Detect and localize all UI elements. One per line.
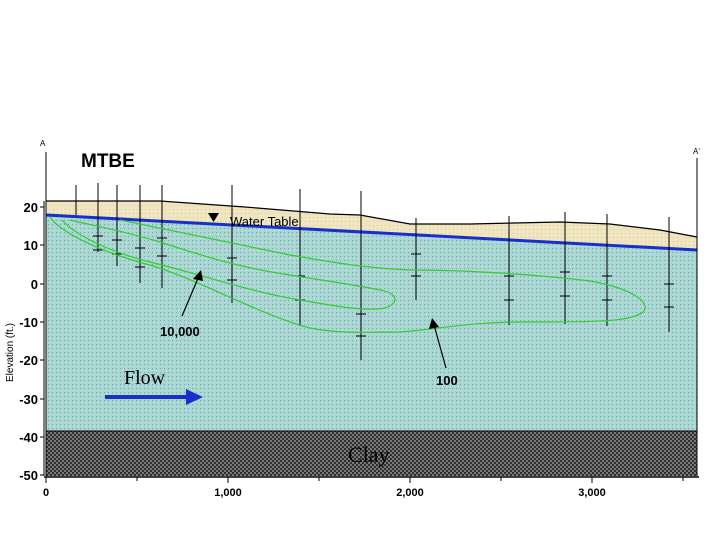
aquifer-zone [46, 215, 697, 431]
contour-100 [49, 216, 646, 333]
y-tick-label: -20 [19, 353, 38, 368]
contour-label-10000-leader [181, 275, 200, 317]
x-tick-label: 1,000 [214, 487, 242, 499]
y-tick-label: -10 [19, 315, 38, 330]
x-tick-label: 0 [43, 487, 49, 499]
section-end-label: A' [693, 147, 700, 156]
y-tick-labels: 20 10 0 -10 -20 -30 -40 -50 [19, 200, 38, 483]
section-start-label: A [40, 139, 46, 148]
ground-surface-line [46, 200, 698, 238]
y-tick-label: 10 [24, 238, 38, 253]
y-tick-label: 0 [31, 277, 38, 292]
leader-arrowhead [429, 318, 439, 329]
water-table-label: Water Table [230, 214, 299, 229]
y-axis-ticks [40, 206, 44, 476]
leader-arrowhead [193, 270, 203, 281]
x-tick-label: 2,000 [396, 487, 424, 499]
y-tick-label: -50 [19, 468, 38, 483]
contour-10000 [61, 219, 396, 310]
clay-layer [46, 431, 697, 476]
x-tick-labels: 0 1,000 2,000 3,000 [43, 487, 606, 499]
contour-label-100-leader [433, 324, 447, 369]
y-tick-label: -40 [19, 430, 38, 445]
contour-label-100: 100 [436, 373, 458, 388]
flow-arrow-icon [186, 389, 203, 405]
contour-label-10000: 10,000 [160, 324, 200, 339]
x-axis-ticks [45, 477, 684, 483]
clay-label: Clay [348, 442, 390, 467]
y-axis-title: Elevation (ft.) [5, 323, 16, 382]
water-table-icon [208, 213, 219, 222]
x-tick-label: 3,000 [578, 487, 606, 499]
y-tick-label: -30 [19, 392, 38, 407]
flow-label: Flow [124, 367, 166, 389]
figure-title: MTBE [81, 151, 135, 172]
water-table-line [45, 213, 698, 252]
y-tick-label: 20 [24, 200, 38, 215]
